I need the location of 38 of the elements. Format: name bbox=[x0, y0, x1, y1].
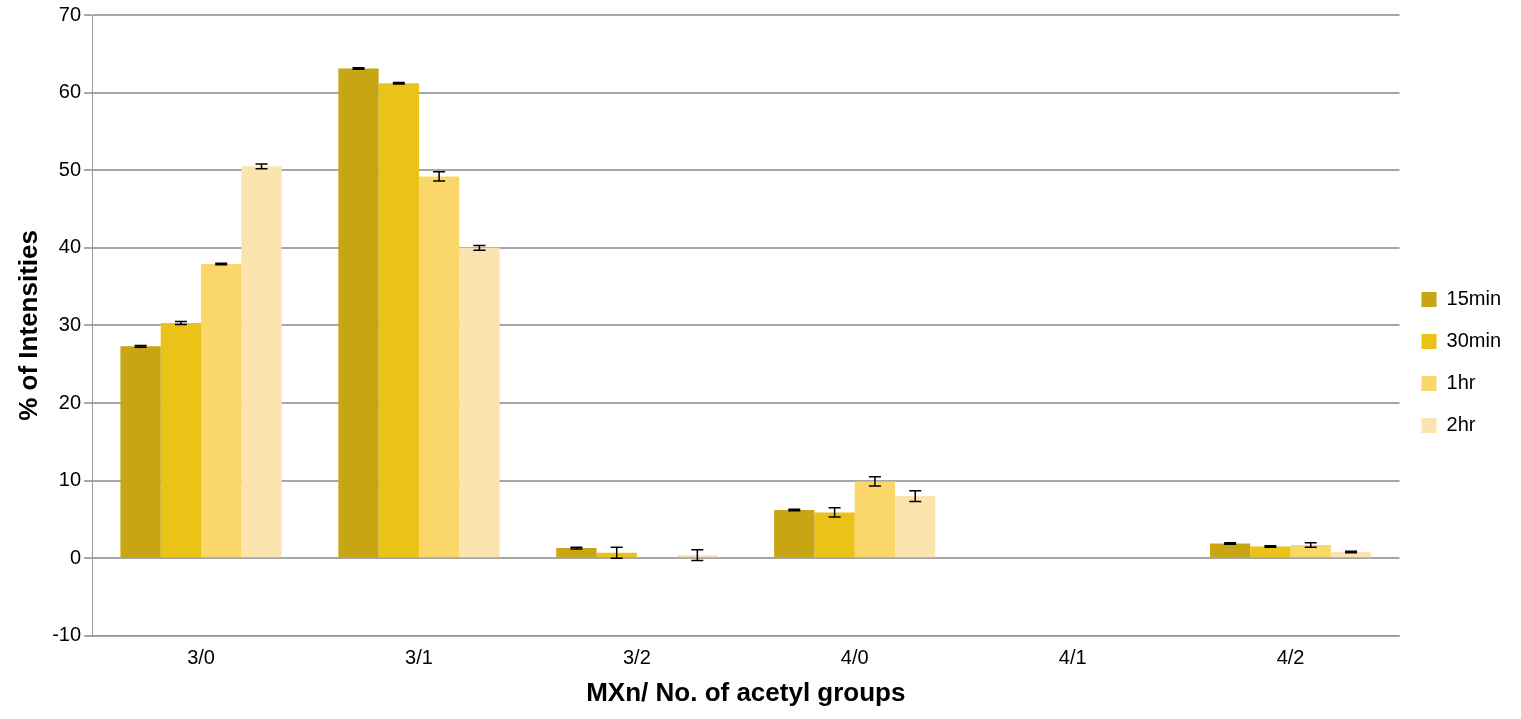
x-tick-label: 3/0 bbox=[187, 646, 215, 669]
y-tick-label: 30 bbox=[58, 312, 82, 335]
bar bbox=[1290, 545, 1331, 558]
x-tick-label: 4/2 bbox=[1276, 646, 1305, 669]
y-tick-label: 40 bbox=[58, 235, 82, 258]
bar bbox=[1250, 546, 1291, 558]
legend-label: 2hr bbox=[1446, 413, 1476, 436]
bar bbox=[1209, 543, 1251, 558]
bar bbox=[677, 555, 718, 558]
bar bbox=[241, 166, 282, 558]
y-tick-label: 70 bbox=[58, 2, 82, 25]
x-tick-label: 4/1 bbox=[1058, 646, 1087, 669]
bar bbox=[378, 83, 419, 558]
y-tick-label: 50 bbox=[58, 157, 82, 180]
bar bbox=[418, 176, 460, 558]
y-axis-title: % of Intensities bbox=[12, 230, 43, 421]
x-tick-label: 3/1 bbox=[405, 646, 433, 669]
bar bbox=[459, 247, 500, 558]
bar bbox=[338, 68, 379, 558]
x-tick-label: 3/2 bbox=[622, 646, 651, 669]
bar bbox=[774, 510, 815, 558]
bar bbox=[201, 264, 242, 558]
y-tick-label: 60 bbox=[58, 80, 82, 103]
bar bbox=[120, 346, 161, 558]
y-tick-label: 0 bbox=[69, 545, 82, 568]
y-tick-label: 10 bbox=[58, 468, 82, 491]
legend-label: 1hr bbox=[1446, 371, 1476, 394]
bar bbox=[895, 496, 936, 558]
x-axis-title: MXn/ No. of acetyl groups bbox=[586, 676, 906, 707]
legend-label: 15min bbox=[1446, 287, 1502, 310]
y-tick-label: 20 bbox=[58, 390, 82, 413]
bar bbox=[556, 548, 597, 558]
bar bbox=[854, 481, 896, 558]
bar bbox=[160, 323, 202, 558]
x-tick-label: 4/0 bbox=[840, 646, 869, 669]
legend-label: 30min bbox=[1446, 329, 1502, 352]
y-tick-label: -10 bbox=[52, 623, 82, 646]
bar bbox=[814, 512, 855, 558]
